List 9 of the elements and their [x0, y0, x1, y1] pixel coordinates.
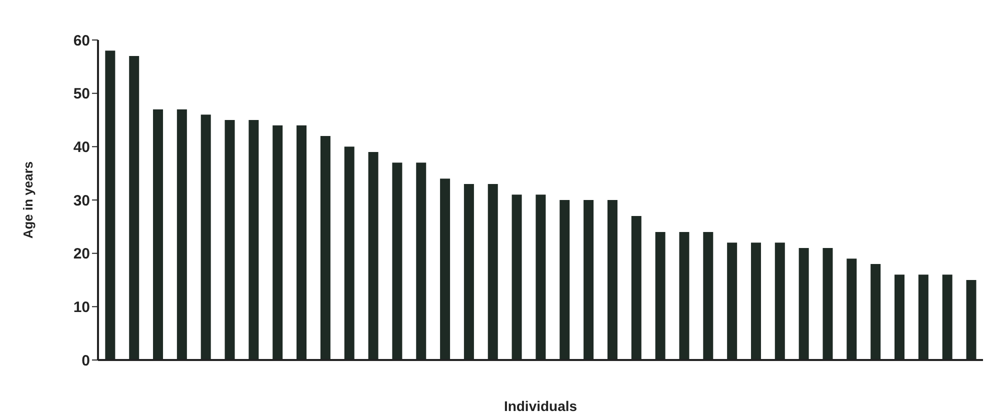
y-axis-title: Age in years	[20, 161, 36, 239]
y-tick-label: 20	[73, 246, 90, 263]
y-tick-label: 60	[73, 32, 90, 50]
y-tick-label: 10	[73, 298, 90, 316]
y-tick-label: 30	[73, 192, 90, 210]
y-tick-label: 0	[82, 352, 90, 370]
x-axis-title: Individuals	[504, 398, 578, 414]
y-tick-label: 40	[73, 138, 90, 156]
y-tick-label: 50	[73, 86, 90, 103]
